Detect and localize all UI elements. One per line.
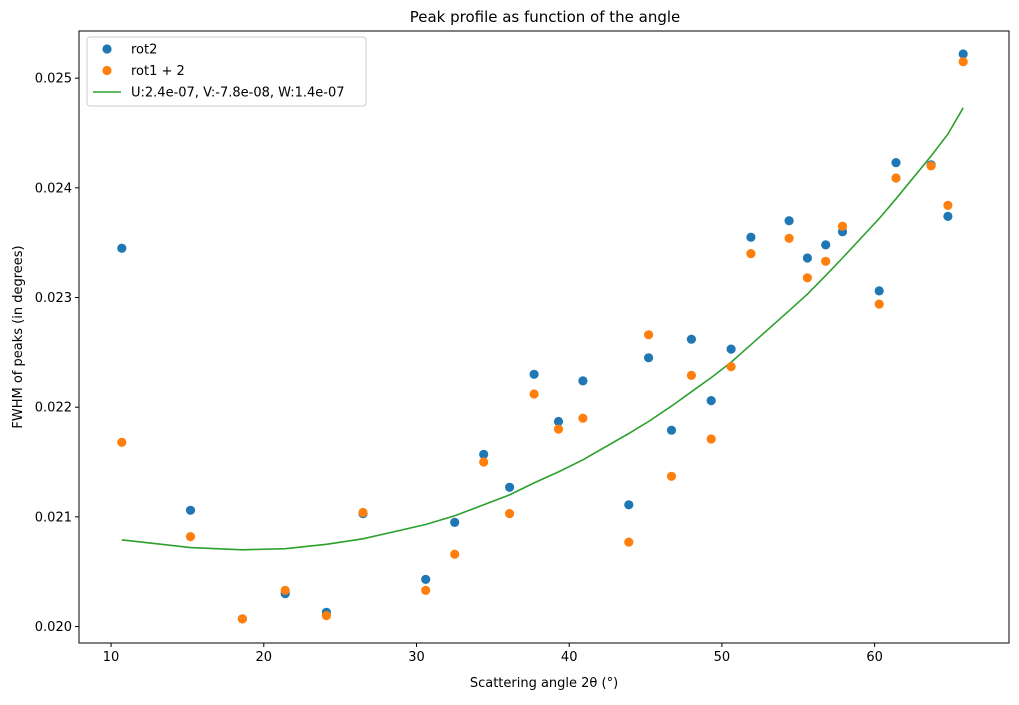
y-axis: 0.020 0.021 0.022 0.023 0.024 0.025 [35,72,79,635]
data-point-s1-17 [706,434,716,444]
data-point-s0-14 [644,353,654,363]
data-point-s1-14 [644,330,654,340]
data-point-s0-11 [553,416,564,427]
data-point-s0-0 [117,243,127,253]
chart-title: Peak profile as function of the angle [410,8,681,26]
legend-marker-0 [102,44,112,54]
data-point-s1-13 [624,537,634,547]
data-point-s1-20 [784,233,794,243]
data-point-s1-0 [117,437,127,447]
data-point-s0-7 [450,517,460,528]
x-tick-label-5: 60 [866,650,883,665]
data-point-s0-27 [943,211,953,221]
legend-label-1: rot1 + 2 [131,64,185,79]
data-point-s1-19 [746,249,756,259]
data-point-s1-8 [479,457,489,467]
y-tick-label-2: 0.022 [35,401,72,416]
data-point-s1-24 [874,299,884,309]
plot-area [117,49,968,624]
legend-label-0: rot2 [131,43,157,58]
data-point-s0-8 [479,449,489,459]
data-point-s0-20 [784,216,794,226]
x-axis-label: Scattering angle 2θ (°) [470,676,618,691]
data-point-s0-12 [578,376,588,386]
data-point-s1-25 [891,173,901,183]
y-axis-label: FWHM of peaks (in degrees) [11,245,26,428]
data-point-s0-6 [421,574,431,585]
data-point-s0-17 [706,396,716,406]
data-point-s1-3 [280,585,290,596]
data-point-s1-7 [450,549,460,559]
data-point-s1-12 [578,413,588,423]
data-point-s1-1 [185,532,196,542]
data-point-s0-18 [726,344,736,354]
data-point-s1-16 [686,370,697,380]
data-point-s0-22 [821,240,831,250]
data-point-s1-26 [926,161,936,171]
data-point-s1-6 [421,585,431,596]
x-tick-label-2: 30 [408,650,425,665]
series-line-2 [121,107,964,551]
data-point-s0-25 [891,158,901,168]
data-point-s0-24 [874,286,884,296]
data-point-s0-13 [624,500,634,510]
data-point-s1-18 [726,362,736,372]
data-point-s1-23 [837,221,848,231]
data-point-s0-9 [505,482,515,492]
x-tick-label-0: 10 [103,650,120,665]
data-point-s1-2 [237,614,247,624]
y-tick-label-5: 0.025 [35,72,72,87]
x-tick-label-3: 40 [561,650,578,665]
data-point-s0-10 [529,369,539,379]
y-tick-label-1: 0.021 [35,510,72,525]
data-point-s1-22 [821,256,831,266]
data-point-s0-19 [746,232,756,242]
data-point-s1-27 [943,200,953,210]
data-point-s1-15 [666,471,677,481]
data-point-s1-21 [802,273,813,283]
data-point-s0-21 [802,253,813,263]
data-point-s1-11 [553,424,564,434]
legend: rot2 rot1 + 2 U:2.4e-07, V:-7.8e-08, W:1.4… [86,36,367,107]
data-point-s1-5 [358,507,368,518]
y-tick-label-3: 0.023 [35,291,72,306]
data-point-s0-28 [958,49,968,59]
x-axis: 10 20 30 40 50 60 [103,643,883,665]
data-point-s0-16 [686,334,697,344]
y-tick-label-0: 0.020 [35,620,72,635]
data-point-s0-15 [666,425,677,435]
legend-marker-1 [102,65,112,76]
x-tick-label-1: 20 [256,650,273,665]
legend-label-2: U:2.4e-07, V:-7.8e-08, W:1.4e-07 [131,86,345,101]
axes-frame [78,30,1010,644]
data-point-s1-10 [529,389,539,399]
x-tick-label-4: 50 [714,650,731,665]
data-point-s1-28 [958,57,968,67]
data-point-s1-4 [321,611,331,621]
data-point-s1-9 [505,508,515,519]
data-point-s0-1 [185,505,196,515]
legend-box [86,36,367,107]
y-tick-label-4: 0.024 [35,181,72,196]
